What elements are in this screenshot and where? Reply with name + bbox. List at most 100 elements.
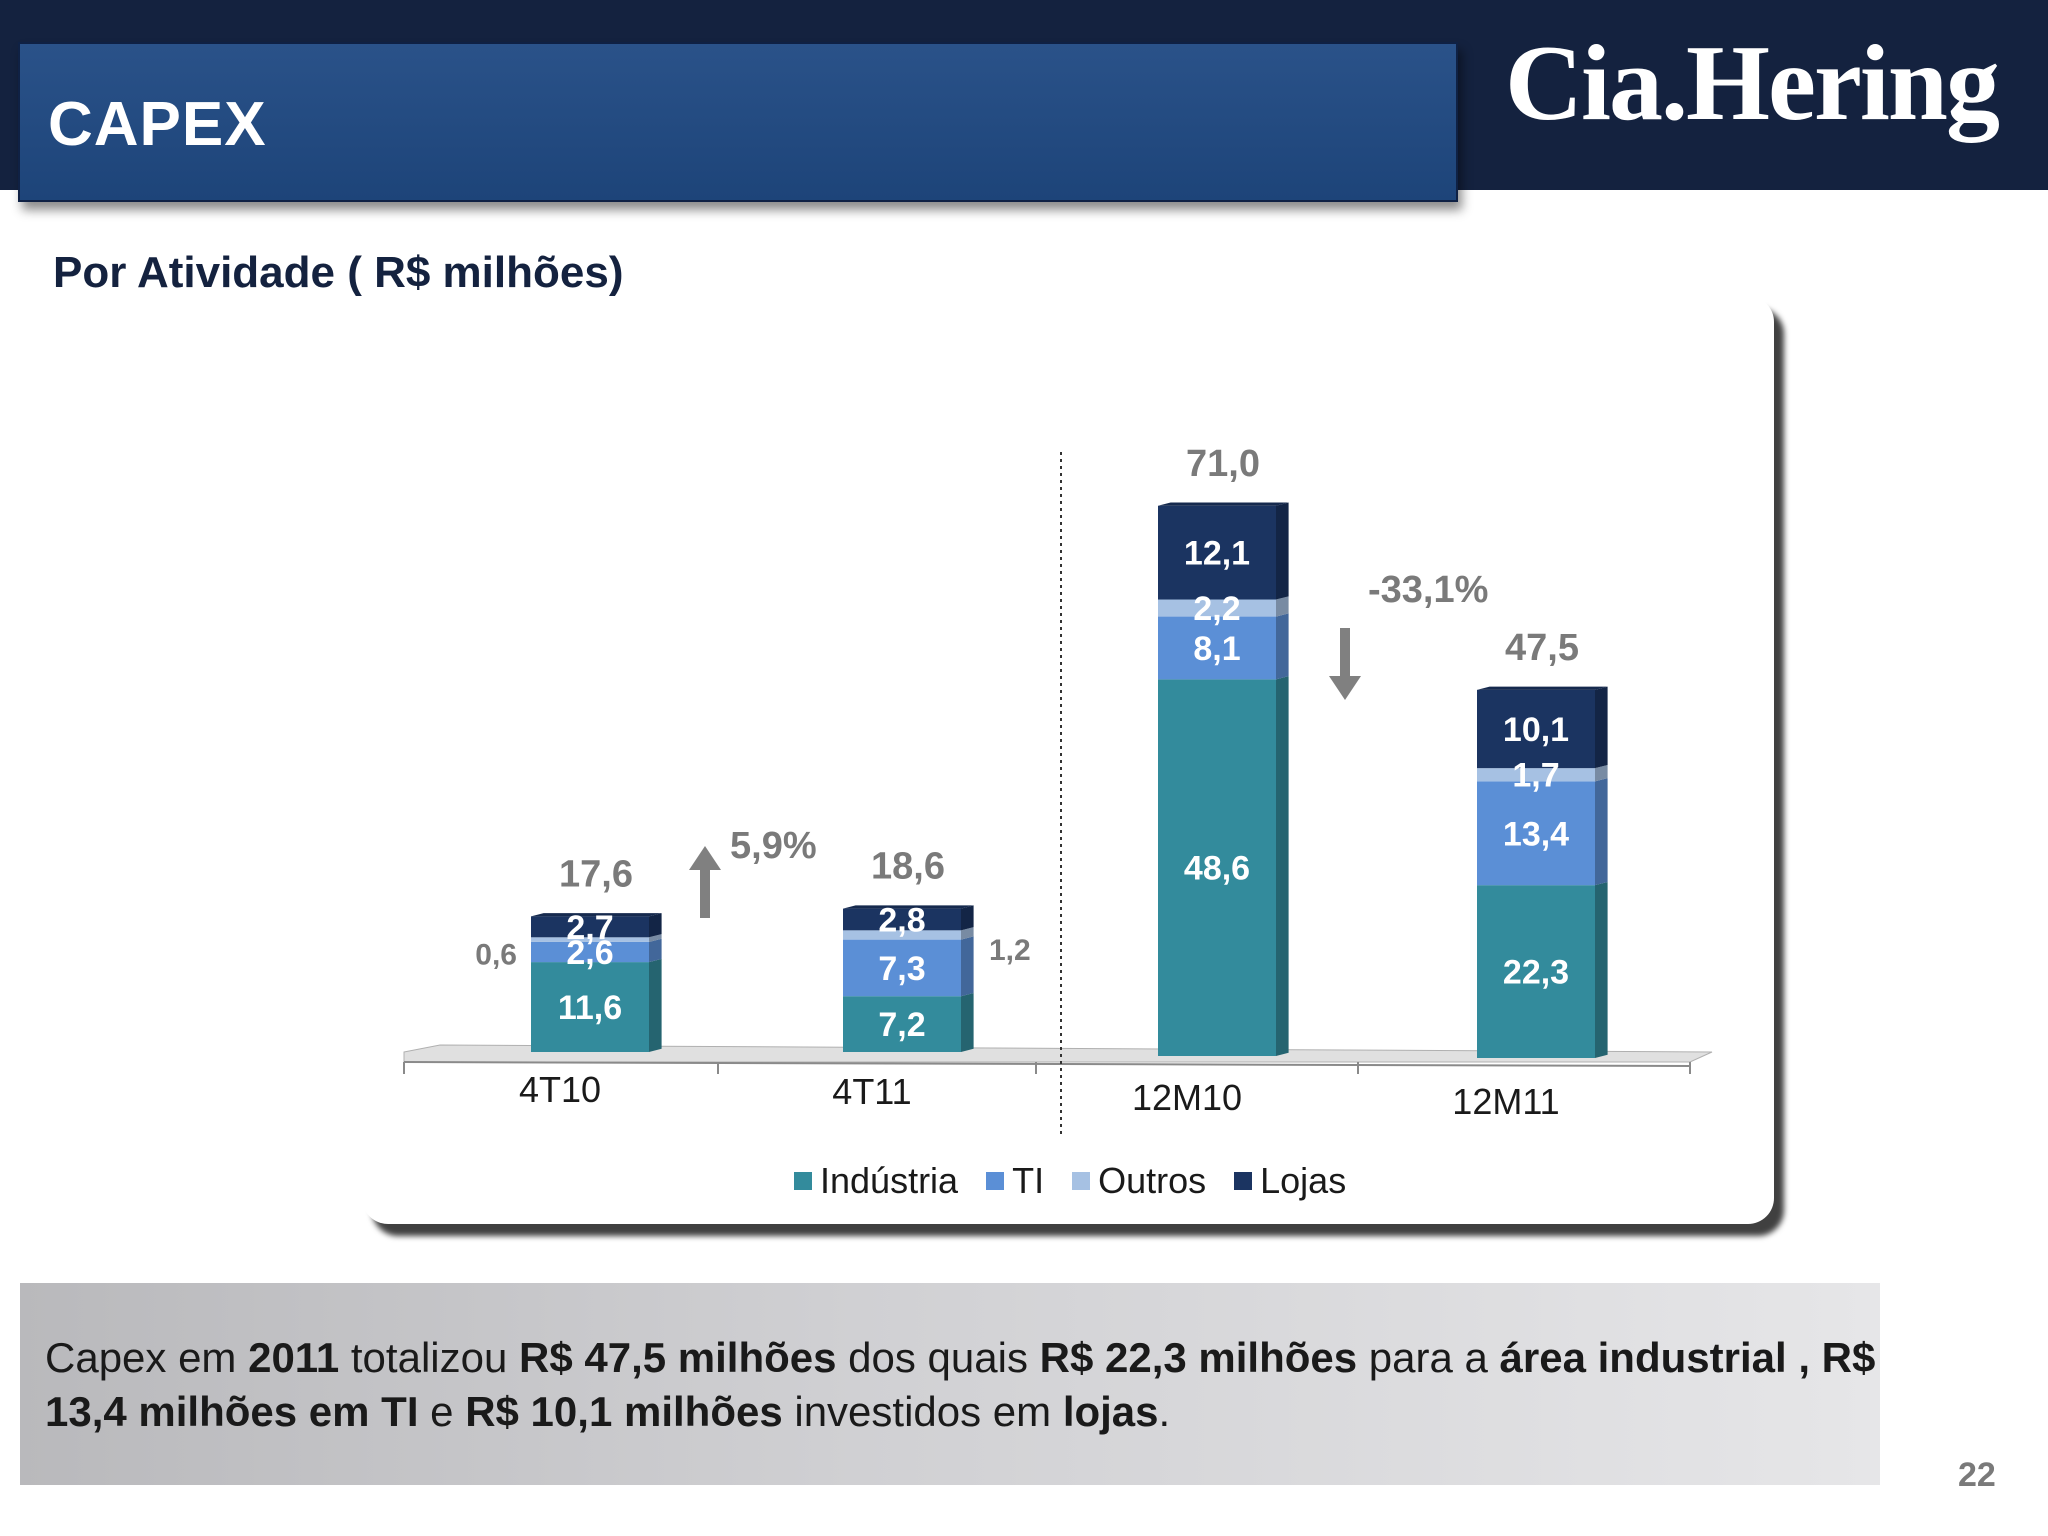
- arrow-up-icon: [700, 868, 710, 918]
- bar-segment-ti: [531, 941, 649, 963]
- bar-side-indústria: [961, 993, 974, 1052]
- legend-swatch: [1072, 1172, 1091, 1190]
- bar-side-ti: [1595, 778, 1608, 886]
- note-bold-text: R$ 47,5 milhões: [519, 1334, 837, 1381]
- x-tick-label: 4T10: [519, 1069, 601, 1110]
- bar-side-indústria: [1595, 881, 1608, 1058]
- bar-label-outros: 2,2: [1193, 590, 1240, 628]
- arrow-down-head: [1329, 676, 1361, 700]
- legend-item: Indústria: [794, 1160, 958, 1202]
- legend-item: Outros: [1072, 1160, 1206, 1202]
- note-bold-text: área industrial , R$ 13,4 milhões em TI: [45, 1334, 1876, 1435]
- legend-item: Lojas: [1234, 1160, 1346, 1202]
- growth-annotation: 5,9%: [730, 825, 817, 867]
- note-bold-text: R$ 22,3 milhões: [1039, 1334, 1358, 1381]
- bar-side-lojas: [1595, 686, 1608, 769]
- bar-label-ti: 13,4: [1503, 815, 1569, 853]
- bar-label-outros: 1,7: [1512, 757, 1559, 795]
- bar-total-label: 47,5: [1505, 627, 1579, 669]
- bar-label-ti: 8,1: [1193, 630, 1240, 668]
- chart-legend: Indústria TI Outros Lojas: [794, 1158, 1346, 1204]
- title-box: CAPEX: [18, 42, 1458, 202]
- x-tick-label: 12M11: [1452, 1081, 1559, 1122]
- bar-side-lojas: [1276, 502, 1289, 600]
- page-number: 22: [1958, 1456, 1996, 1494]
- note-bold-text: lojas: [1062, 1388, 1159, 1435]
- note-bold-text: R$ 10,1 milhões: [465, 1388, 783, 1435]
- bar-label-outros: 1,2: [989, 934, 1031, 967]
- note-text: .: [1158, 1388, 1171, 1435]
- bar-segment-indústria: [1158, 679, 1276, 1056]
- legend-swatch: [1234, 1172, 1253, 1190]
- legend-label: TI: [1012, 1160, 1045, 1201]
- legend-label: Indústria: [820, 1160, 959, 1201]
- bar-segment-outros: [1158, 599, 1276, 617]
- note-text: Capex em: [45, 1334, 249, 1381]
- x-axis-line: [403, 1061, 1691, 1067]
- bar-segment-outros: [1477, 768, 1595, 782]
- bar-side-outros: [649, 934, 662, 942]
- bar-label-indústria: 48,6: [1184, 850, 1250, 888]
- bar-top-cap: [531, 913, 662, 917]
- bar-top-cap: [843, 905, 974, 909]
- bar-segment-lojas: [1158, 505, 1276, 600]
- bar-label-outros: 0,6: [475, 939, 517, 972]
- bar-segment-outros: [843, 930, 961, 940]
- capex-chart: 11,6 2,6 0,6 2,7 17,6 4T10 7,2 7,3 1,2 2,8 18,6 4T1…: [403, 443, 1713, 1138]
- chart-subtitle: Por Atividade ( R$ milhões): [53, 248, 624, 297]
- bar-side-lojas: [961, 905, 974, 931]
- bar-segment-ti: [1158, 616, 1276, 680]
- bar-side-ti: [1276, 613, 1289, 680]
- arrow-up-head: [689, 846, 721, 870]
- legend-swatch: [794, 1172, 812, 1190]
- bar-label-indústria: 22,3: [1503, 954, 1569, 992]
- bar-side-outros: [1595, 764, 1608, 782]
- x-tick-label: 4T11: [832, 1071, 911, 1112]
- bar-side-outros: [1276, 596, 1289, 617]
- bar-label-ti: 7,3: [878, 950, 925, 988]
- bar-side-ti: [649, 938, 662, 963]
- bar-segment-lojas: [531, 916, 649, 938]
- note-text: e: [418, 1388, 466, 1435]
- bar-segment-indústria: [531, 962, 649, 1052]
- bar-label-lojas: 12,1: [1184, 535, 1250, 573]
- bar-side-indústria: [1276, 676, 1289, 1056]
- note-text: para a: [1357, 1334, 1500, 1381]
- bar-total-label: 18,6: [871, 846, 945, 888]
- note-text: totalizou: [339, 1334, 519, 1381]
- bar-segment-lojas: [1477, 689, 1595, 769]
- note-text: investidos em: [782, 1388, 1063, 1435]
- summary-note: Capex em 2011 totalizou R$ 47,5 milhões …: [20, 1283, 1880, 1485]
- bar-segment-indústria: [843, 996, 961, 1052]
- bar-segment-indústria: [1477, 885, 1595, 1058]
- chart-floor: [403, 1044, 1713, 1063]
- bar-segment-lojas: [843, 908, 961, 931]
- legend-item: TI: [986, 1160, 1044, 1202]
- bar-total-label: 17,6: [559, 853, 633, 895]
- bar-label-lojas: 2,7: [566, 909, 613, 947]
- bar-side-indústria: [649, 958, 662, 1052]
- bar-label-indústria: 11,6: [558, 989, 622, 1027]
- bar-label-lojas: 10,1: [1503, 711, 1569, 749]
- legend-label: Outros: [1098, 1160, 1207, 1201]
- note-text: dos quais: [836, 1334, 1040, 1381]
- bar-label-lojas: 2,8: [878, 901, 925, 939]
- growth-annotation: -33,1%: [1368, 569, 1488, 611]
- bar-label-indústria: 7,2: [878, 1006, 925, 1044]
- bar-segment-ti: [843, 939, 961, 997]
- bar-top-cap: [1158, 502, 1289, 506]
- slide-title: CAPEX: [48, 90, 267, 159]
- bar-side-outros: [961, 927, 974, 940]
- company-logo: Cia.Hering: [1505, 24, 2000, 143]
- note-bold-text: 2011: [248, 1334, 340, 1381]
- bar-label-ti: 2,6: [566, 934, 613, 972]
- arrow-down-icon: [1340, 628, 1350, 678]
- bar-segment-ti: [1477, 781, 1595, 886]
- bar-side-ti: [961, 936, 974, 997]
- legend-label: Lojas: [1260, 1160, 1347, 1201]
- bar-top-cap: [1477, 686, 1608, 690]
- x-tick-label: 12M10: [1132, 1077, 1242, 1118]
- bar-side-lojas: [649, 913, 662, 938]
- bar-segment-outros: [531, 937, 649, 942]
- bar-total-label: 71,0: [1186, 443, 1260, 485]
